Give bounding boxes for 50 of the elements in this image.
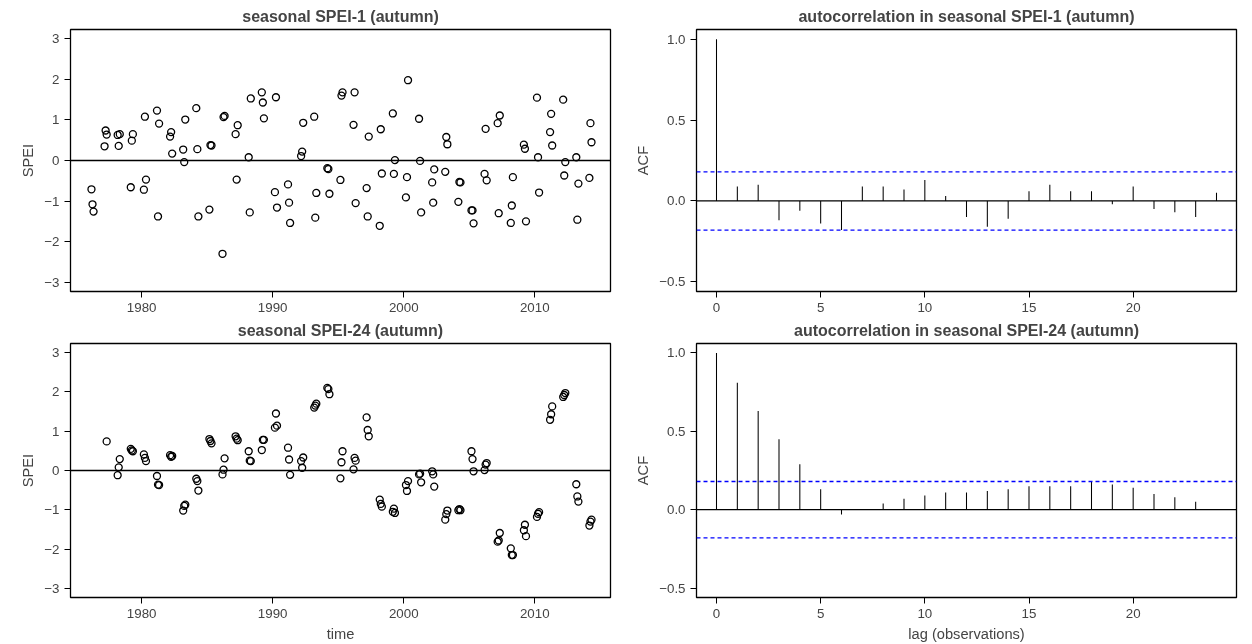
x-tick-label: 10 <box>917 299 933 315</box>
y-tick-label: 1 <box>52 423 60 439</box>
y-tick-label: 2 <box>52 71 60 87</box>
y-tick-label: −3 <box>44 274 60 290</box>
y-tick-label: −2 <box>44 541 60 557</box>
y-tick-label: 3 <box>52 31 60 47</box>
y-axis-title: ACF <box>635 145 652 176</box>
x-tick-label: 15 <box>1021 605 1037 621</box>
y-tick-label: −0.5 <box>659 580 686 596</box>
y-tick-label: −0.5 <box>659 274 686 290</box>
y-tick-label: 1 <box>52 112 60 128</box>
x-tick-label: 0 <box>712 605 721 621</box>
y-tick-label: 1.0 <box>666 345 686 361</box>
y-axis-title: SPEI <box>20 453 37 488</box>
x-tick-label: 1990 <box>257 605 288 621</box>
x-tick-label: 5 <box>816 605 825 621</box>
y-axis-title: ACF <box>635 455 652 486</box>
x-tick-label: 1990 <box>257 299 288 315</box>
y-tick-label: 0.5 <box>666 112 686 128</box>
x-tick-label: 15 <box>1021 299 1037 315</box>
x-tick-label: 2000 <box>388 299 419 315</box>
y-tick-label: −1 <box>44 502 60 518</box>
y-tick-label: −1 <box>44 193 60 209</box>
x-tick-label: 20 <box>1125 299 1141 315</box>
y-tick-label: −2 <box>44 234 60 250</box>
chart-title: seasonal SPEI-1 (autumn) <box>242 7 439 25</box>
x-tick-label: 20 <box>1125 605 1141 621</box>
x-tick-label: 10 <box>917 605 933 621</box>
y-tick-label: 3 <box>52 345 60 361</box>
x-tick-label: 1980 <box>126 605 157 621</box>
x-axis-title: lag (observations) <box>908 625 1025 642</box>
chart-title: autocorrelation in seasonal SPEI-24 (autumn) <box>794 321 1139 339</box>
y-tick-label: 0 <box>52 463 60 478</box>
y-tick-label: −3 <box>44 580 60 596</box>
chart-title: seasonal SPEI-24 (autumn) <box>237 321 444 339</box>
y-tick-label: 0.0 <box>666 193 686 209</box>
x-tick-label: 2010 <box>519 299 550 315</box>
chart-title: autocorrelation in seasonal SPEI-1 (autumn) <box>798 7 1135 25</box>
y-axis-title: SPEI <box>20 143 37 178</box>
y-tick-label: 0.0 <box>666 502 686 518</box>
y-tick-label: 2 <box>52 384 60 400</box>
y-tick-label: 0.5 <box>666 423 686 439</box>
x-tick-label: 2010 <box>519 605 550 621</box>
x-axis-title: time <box>326 625 355 642</box>
x-tick-label: 1980 <box>126 299 157 315</box>
y-tick-label: 0 <box>52 153 60 168</box>
x-tick-label: 2000 <box>388 605 419 621</box>
x-tick-label: 0 <box>712 299 721 315</box>
x-tick-label: 5 <box>816 299 825 315</box>
y-tick-label: 1.0 <box>666 31 686 47</box>
